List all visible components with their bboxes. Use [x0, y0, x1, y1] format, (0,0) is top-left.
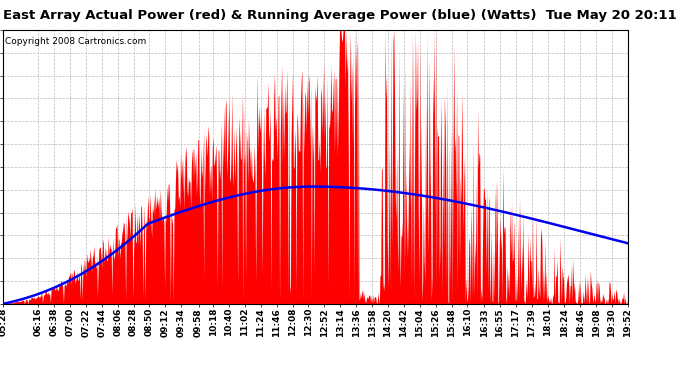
Text: East Array Actual Power (red) & Running Average Power (blue) (Watts)  Tue May 20: East Array Actual Power (red) & Running …	[3, 9, 677, 22]
Text: Copyright 2008 Cartronics.com: Copyright 2008 Cartronics.com	[5, 37, 146, 46]
